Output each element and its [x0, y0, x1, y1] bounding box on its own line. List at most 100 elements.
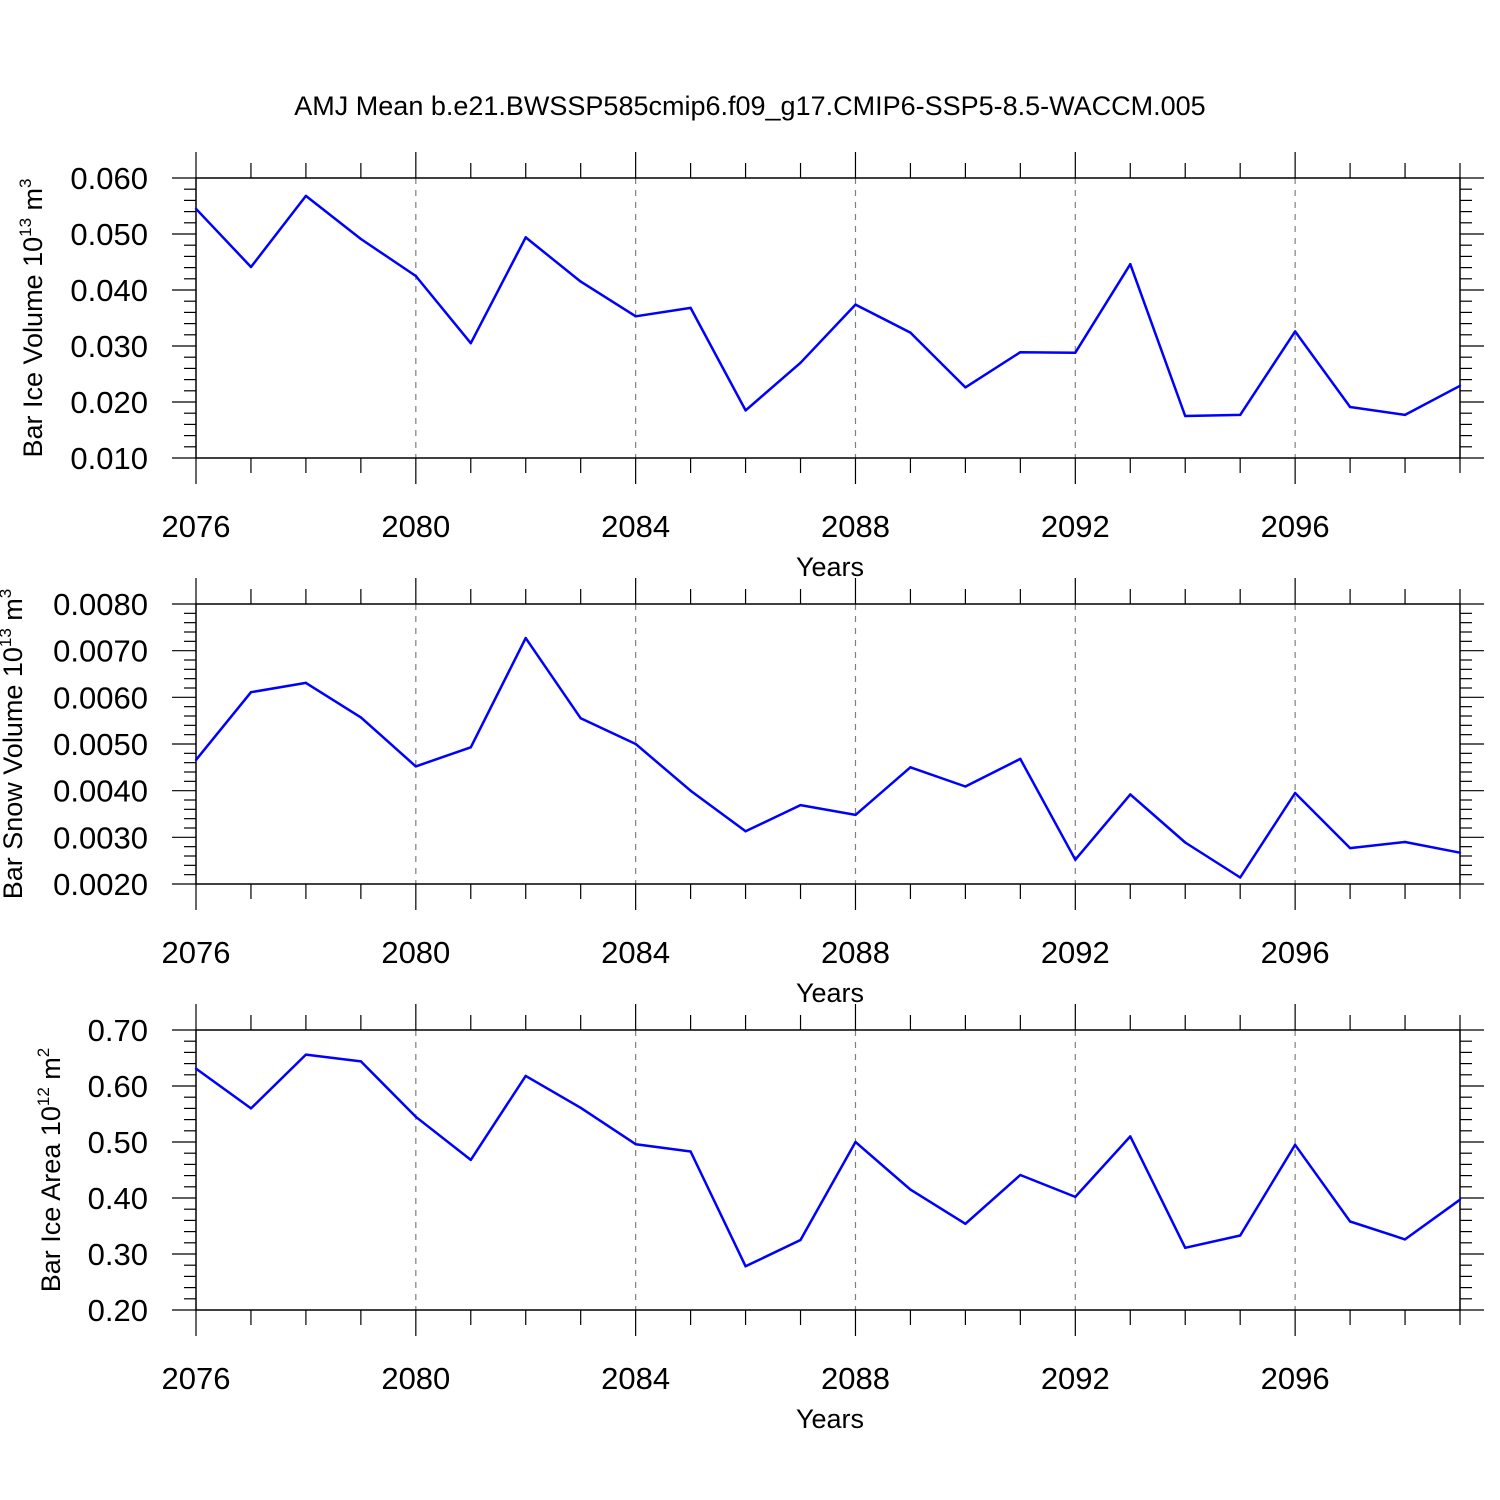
y-axis-label: Bar Snow Volume 1013 m3 — [0, 589, 28, 900]
y-tick-label: 0.050 — [70, 217, 148, 252]
series-line — [195, 194, 1461, 418]
y-tick-label: 0.60 — [88, 1069, 148, 1104]
y-tick-label: 0.20 — [88, 1293, 148, 1328]
y-tick-label: 0.70 — [88, 1013, 148, 1048]
y-axis-label-part: m — [0, 598, 28, 628]
x-tick-label: 2096 — [1261, 935, 1330, 970]
data-point — [1129, 263, 1132, 266]
x-tick-label: 2096 — [1261, 1361, 1330, 1396]
data-point — [1293, 330, 1297, 333]
x-tick-label: 2088 — [821, 1361, 890, 1396]
y-tick-label: 0.020 — [70, 385, 148, 420]
data-point — [964, 386, 967, 389]
data-point — [1238, 1234, 1242, 1237]
data-point — [1184, 841, 1187, 844]
data-point — [909, 331, 912, 334]
plot-frame — [195, 603, 1461, 885]
y-axis-label: Bar Ice Area 1012 m2 — [34, 1048, 66, 1293]
x-tick-label: 2092 — [1041, 935, 1110, 970]
data-point — [304, 1053, 308, 1056]
data-point — [854, 813, 857, 817]
y-tick-label: 0.0050 — [53, 727, 148, 762]
x-tick-label: 2080 — [381, 1361, 450, 1396]
data-point — [1184, 414, 1187, 418]
data-point — [1238, 413, 1242, 417]
y-tick-label: 0.30 — [88, 1237, 148, 1272]
data-point — [1074, 351, 1077, 354]
data-point — [414, 1115, 418, 1119]
data-point — [799, 1238, 802, 1242]
x-tick-label: 2092 — [1041, 1361, 1110, 1396]
data-point — [359, 237, 363, 241]
series-line — [195, 1053, 1461, 1268]
data-point — [964, 1222, 967, 1225]
data-point — [1129, 1135, 1132, 1138]
data-point — [689, 306, 692, 310]
y-tick-label: 0.030 — [70, 329, 148, 364]
data-point — [1348, 846, 1352, 850]
y-axis-label-superscript: 3 — [0, 589, 15, 598]
x-tick-label: 2080 — [381, 935, 450, 970]
data-point — [249, 1107, 253, 1110]
data-point — [689, 1150, 692, 1153]
data-point — [1019, 350, 1022, 354]
data-point — [744, 830, 747, 833]
y-tick-label: 0.0030 — [53, 820, 148, 855]
y-axis-label-part: Bar Ice Area 10 — [36, 1106, 66, 1292]
data-point — [634, 315, 637, 318]
data-point — [524, 236, 527, 239]
data-point — [799, 361, 802, 364]
data-point — [194, 207, 198, 210]
figure-title: AMJ Mean b.e21.BWSSP585cmip6.f09_g17.CMI… — [294, 91, 1205, 121]
data-point — [854, 303, 857, 306]
y-tick-label: 0.0070 — [53, 634, 148, 669]
x-tick-label: 2076 — [162, 1361, 231, 1396]
x-tick-label: 2092 — [1041, 509, 1110, 544]
x-tick-label: 2096 — [1261, 509, 1330, 544]
x-tick-label: 2076 — [162, 935, 231, 970]
data-point — [1074, 858, 1077, 861]
y-tick-label: 0.0040 — [53, 774, 148, 809]
data-point — [359, 1060, 363, 1063]
x-tick-label: 2084 — [601, 1361, 670, 1396]
y-axis-label: Bar Ice Volume 1013 m3 — [16, 178, 48, 457]
y-tick-label: 0.50 — [88, 1125, 148, 1160]
data-point — [744, 1265, 747, 1268]
data-point — [1403, 413, 1407, 417]
chart-panel-2: 0.0020 0.0030 0.0040 0.0050 0.0060 0.0070 0.00… — [0, 578, 1484, 1008]
data-point — [524, 1074, 527, 1078]
chart-panel-1: 0.010 0.020 0.030 0.040 0.050 0.060 2076 2080 20… — [16, 152, 1484, 582]
data-point — [1348, 405, 1352, 409]
y-axis-label-superscript: 12 — [34, 1087, 53, 1106]
data-point — [1293, 1143, 1297, 1147]
data-point — [909, 766, 912, 769]
data-point — [579, 1106, 582, 1110]
data-point — [799, 803, 802, 807]
chart-panel-3: 0.20 0.30 0.40 0.50 0.60 0.70 2076 2080 2084 2088… — [34, 1004, 1484, 1434]
x-tick-label: 2084 — [601, 935, 670, 970]
data-point — [469, 746, 472, 749]
data-point — [744, 409, 747, 412]
data-point — [909, 1188, 912, 1191]
y-axis-label-part: Bar Ice Volume 10 — [18, 237, 48, 458]
data-point — [469, 1158, 472, 1162]
data-point — [1129, 793, 1132, 796]
y-axis-label-superscript: 13 — [0, 628, 15, 647]
data-point — [689, 789, 692, 792]
y-tick-label: 0.060 — [70, 161, 148, 196]
data-point — [1348, 1220, 1352, 1223]
data-point — [1403, 840, 1407, 844]
data-point — [1238, 876, 1242, 879]
data-point — [1074, 1195, 1077, 1199]
data-point — [579, 717, 582, 720]
data-point — [854, 1140, 857, 1144]
data-point — [1019, 1173, 1022, 1177]
data-point — [524, 636, 527, 640]
data-point — [414, 274, 418, 278]
data-point — [304, 194, 308, 198]
x-tick-label: 2084 — [601, 509, 670, 544]
y-tick-label: 0.010 — [70, 441, 148, 476]
series-line — [195, 636, 1461, 879]
